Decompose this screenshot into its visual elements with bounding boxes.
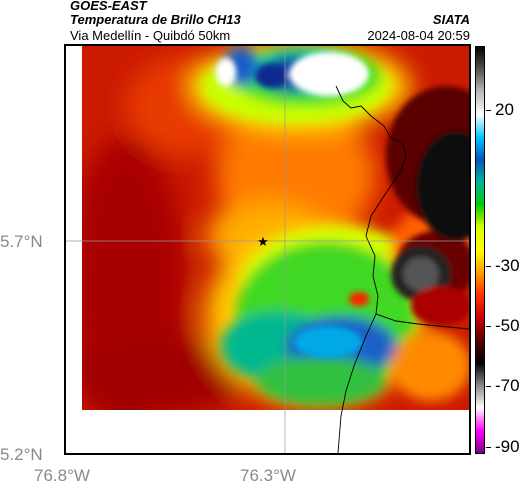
- product-title: Temperatura de Brillo CH13: [70, 12, 241, 27]
- map-canvas: ★: [66, 46, 469, 453]
- star-icon: ★: [257, 235, 269, 250]
- colorbar-label: -30: [495, 256, 520, 275]
- colorbar-label: 20: [495, 100, 514, 119]
- location-subtitle: Via Medellín - Quibdó 50km: [70, 28, 231, 43]
- lat-label-5-2n: 5.2°N: [0, 445, 43, 464]
- colorbar-label: -70: [495, 376, 520, 395]
- colorbar-tick: [486, 266, 491, 267]
- lon-label-76-3w: 76.3°W: [240, 466, 296, 485]
- colorbar-label: -90: [495, 437, 520, 456]
- lon-label-76-8w: 76.8°W: [34, 466, 90, 485]
- satellite-title: GOES-EAST: [70, 0, 147, 13]
- lat-label-5-7n: 5.7°N: [0, 232, 43, 251]
- temperature-field: [82, 46, 469, 410]
- grid-lines: [66, 46, 469, 453]
- colorbar-tick: [486, 386, 491, 387]
- brightness-temperature-map: ★: [64, 44, 471, 455]
- colorbar-tick: [486, 110, 491, 111]
- organization-label: SIATA: [432, 12, 470, 27]
- timestamp: 2024-08-04 20:59: [367, 28, 470, 43]
- colorbar-tick: [486, 326, 491, 327]
- coastline: [335, 85, 469, 453]
- colorbar-label: -50: [495, 316, 520, 335]
- colorbar-tick: [486, 447, 491, 448]
- colorbar: [475, 46, 485, 454]
